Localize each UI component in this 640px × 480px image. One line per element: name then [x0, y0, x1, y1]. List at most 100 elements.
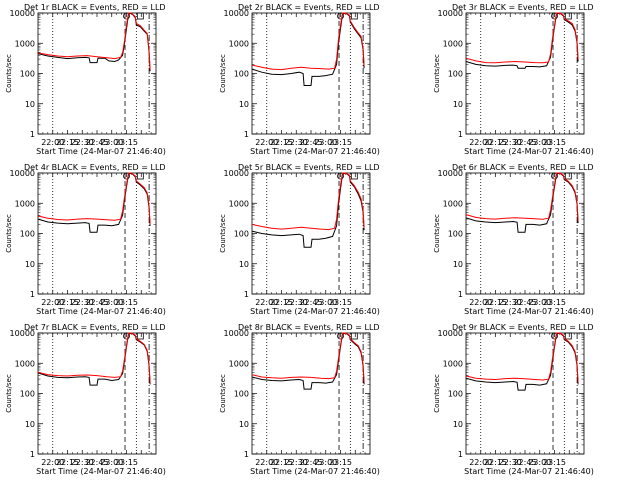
series-lld-line: [465, 12, 579, 64]
y-tick-label: 100: [20, 230, 35, 239]
y-tick-label: 100: [448, 230, 463, 239]
y-tick-label: 100: [20, 390, 35, 399]
x-axis-label: Start Time (24-Mar-07 21:46:40): [36, 147, 166, 156]
panel-det-4: Det 4r BLACK = Events, RED = LLD 1 10 100 10…: [5, 163, 166, 316]
y-axis-label: Counts/sec: [433, 54, 441, 93]
x-tick-label: 22:00: [255, 458, 278, 467]
saturation-marker: [551, 172, 558, 180]
series-lld-line: [37, 332, 151, 384]
x-tick-label: 23:15: [543, 138, 566, 147]
series-lld-line: [37, 172, 151, 225]
y-axis-label: Counts/sec: [5, 54, 13, 93]
x-tick-label: 23:15: [115, 458, 138, 467]
y-tick-label: 10000: [438, 329, 463, 338]
x-tick-label: 22:15: [56, 298, 79, 307]
x-tick-label: 23:00: [528, 138, 551, 147]
y-tick-label: 1: [458, 290, 463, 299]
y-tick-label: 1: [244, 130, 249, 139]
x-tick-label: 22:30: [285, 458, 308, 467]
panel-title: Det 7r BLACK = Events, RED = LLD: [24, 323, 166, 332]
x-tick-label: 22:30: [71, 298, 94, 307]
x-tick-label: 22:15: [484, 458, 507, 467]
y-axis-label: Counts/sec: [433, 374, 441, 413]
x-tick-label: 23:15: [329, 298, 352, 307]
panel-det-7: Det 7r BLACK = Events, RED = LLD 1 10 100 10…: [5, 323, 166, 476]
x-axis-label: Start Time (24-Mar-07 21:46:40): [464, 147, 594, 156]
y-axis-label: Counts/sec: [5, 374, 13, 413]
plot-frame: [465, 12, 585, 135]
x-axis-label: Start Time (24-Mar-07 21:46:40): [250, 467, 380, 476]
y-tick-label: 1000: [15, 199, 35, 208]
series-lld-line: [251, 332, 365, 383]
y-tick-label: 1: [244, 450, 249, 459]
x-tick-label: 22:30: [499, 458, 522, 467]
y-tick-label: 10000: [438, 9, 463, 18]
x-tick-label: 22:00: [41, 138, 64, 147]
plot-frame: [465, 172, 585, 295]
x-tick-label: 23:15: [543, 298, 566, 307]
y-tick-label: 10000: [224, 9, 249, 18]
y-tick-label: 10000: [10, 169, 35, 178]
y-tick-label: 1: [30, 290, 35, 299]
plot-frame: [37, 332, 157, 455]
series-events-line: [251, 172, 365, 248]
x-tick-label: 22:30: [499, 138, 522, 147]
x-tick-label: 22:45: [299, 298, 322, 307]
saturation-marker: [337, 12, 344, 20]
series-events-line: [465, 12, 579, 69]
y-tick-label: 10: [239, 100, 249, 109]
x-tick-label: 22:00: [41, 458, 64, 467]
y-tick-label: 10: [25, 260, 35, 269]
panel-title: Det 2r BLACK = Events, RED = LLD: [238, 3, 380, 12]
y-tick-label: 10000: [10, 329, 35, 338]
y-tick-label: 10: [239, 260, 249, 269]
saturation-marker: [123, 172, 130, 180]
x-tick-label: 22:30: [499, 298, 522, 307]
x-tick-label: 23:00: [314, 138, 337, 147]
y-tick-label: 10000: [438, 169, 463, 178]
plot-frame: [37, 12, 157, 135]
y-tick-label: 1: [458, 450, 463, 459]
y-tick-label: 100: [234, 230, 249, 239]
saturation-marker: [123, 12, 130, 20]
plot-frame: [251, 172, 371, 295]
y-tick-label: 1: [30, 450, 35, 459]
panel-title: Det 8r BLACK = Events, RED = LLD: [238, 323, 380, 332]
panel-det-9: Det 9r BLACK = Events, RED = LLD 1 10 100 10…: [433, 323, 594, 476]
panel-title: Det 5r BLACK = Events, RED = LLD: [238, 163, 380, 172]
y-tick-label: 10: [25, 420, 35, 429]
x-tick-label: 23:15: [329, 458, 352, 467]
y-tick-label: 1: [458, 130, 463, 139]
x-tick-label: 22:00: [255, 138, 278, 147]
x-tick-label: 22:45: [513, 458, 536, 467]
panel-det-8: Det 8r BLACK = Events, RED = LLD 1 10 100 10…: [219, 323, 380, 476]
x-tick-label: 23:15: [115, 138, 138, 147]
x-tick-label: 23:00: [100, 458, 123, 467]
y-tick-label: 100: [234, 70, 249, 79]
mode-marker: [350, 172, 358, 180]
series-events-line: [37, 12, 151, 72]
x-tick-label: 23:00: [528, 458, 551, 467]
mode-marker: [136, 12, 144, 20]
x-tick-label: 22:45: [85, 458, 108, 467]
series-events-line: [37, 332, 151, 386]
panel-det-5: Det 5r BLACK = Events, RED = LLD 1 10 100 10…: [219, 163, 380, 316]
x-tick-label: 23:00: [314, 458, 337, 467]
plot-frame: [465, 332, 585, 455]
panel-title: Det 6r BLACK = Events, RED = LLD: [452, 163, 594, 172]
x-tick-label: 22:30: [71, 458, 94, 467]
x-axis-label: Start Time (24-Mar-07 21:46:40): [36, 307, 166, 316]
panel-title: Det 4r BLACK = Events, RED = LLD: [24, 163, 166, 172]
x-tick-label: 22:00: [469, 298, 492, 307]
x-tick-label: 22:30: [71, 138, 94, 147]
x-tick-label: 23:00: [528, 298, 551, 307]
series-events-line: [465, 332, 579, 391]
x-tick-label: 22:15: [56, 138, 79, 147]
x-tick-label: 22:00: [469, 138, 492, 147]
y-tick-label: 1: [244, 290, 249, 299]
x-axis-label: Start Time (24-Mar-07 21:46:40): [250, 147, 380, 156]
x-tick-label: 22:30: [285, 138, 308, 147]
y-tick-label: 1000: [443, 359, 463, 368]
y-tick-label: 1000: [229, 359, 249, 368]
